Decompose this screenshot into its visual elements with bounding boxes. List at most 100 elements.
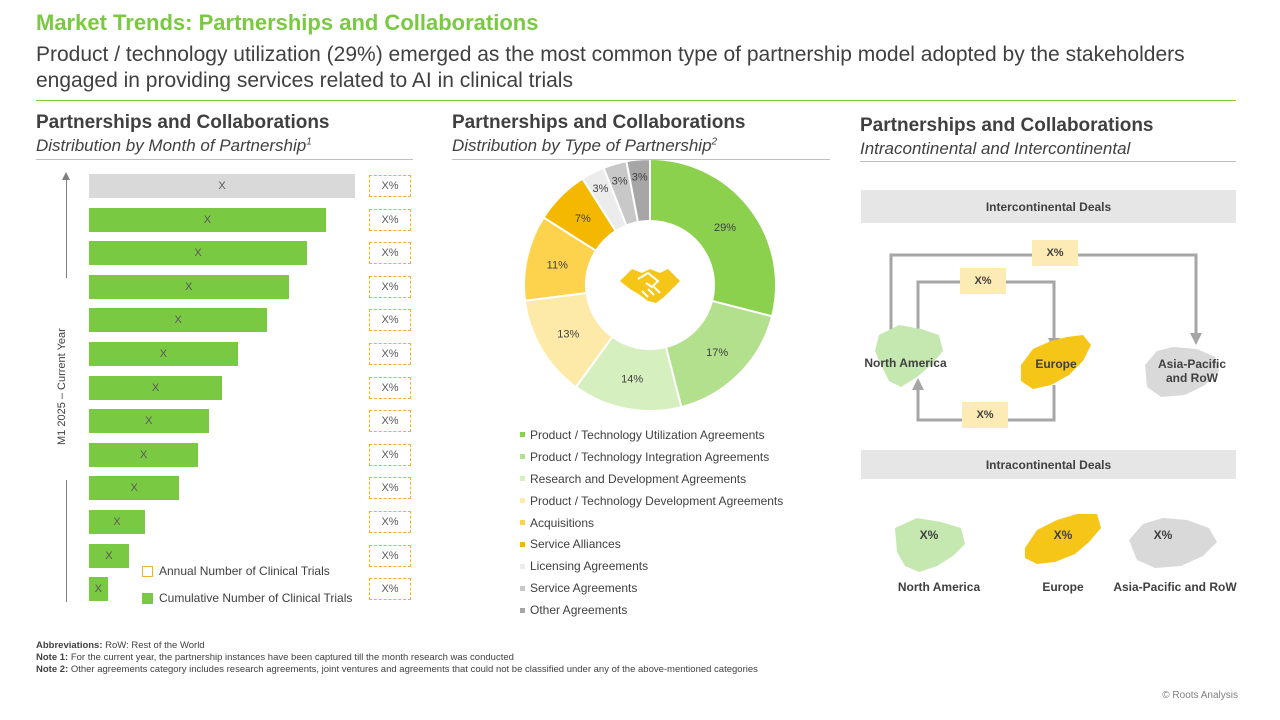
page-title: Market Trends: Partnerships and Collabor… [36,10,539,35]
donut-legend-item: Service Alliances [520,533,783,555]
month-percent-box: X% [369,208,411,231]
y-axis-line-bottom [66,480,67,602]
label-asia-pacific: Asia-Pacific and RoW [1157,357,1227,385]
intra-label-asia-pacific: Asia-Pacific and RoW [1113,580,1237,594]
middle-panel-subtitle: Distribution by Type of Partnership2 [452,136,718,155]
donut-legend-item: Other Agreements [520,599,783,621]
legend-swatch [520,563,525,569]
legend-cumulative-label: Cumulative Number of Clinical Trials [159,591,353,605]
donut-slice-label: 29% [714,222,736,234]
legend-label: Product / Technology Utilization Agreeme… [530,427,765,442]
donut-slice-label: 11% [547,259,568,271]
deal-box-return: X% [962,402,1008,428]
month-bar: X [89,274,289,299]
month-bar: X [89,174,355,198]
donut-slice [649,160,777,318]
axis-arrow-icon [62,172,70,180]
header-divider [36,100,1236,101]
legend-label: Service Agreements [530,581,638,596]
donut-slice [625,160,651,224]
footnote-note-2: Note 2: Other agreements category includ… [36,664,758,675]
handshake-icon [620,269,680,303]
month-percent-box: X% [369,410,411,433]
middle-panel-title: Partnerships and Collaborations [452,112,746,133]
legend-swatch [520,520,525,525]
page-subtitle: Product / technology utilization (29%) e… [36,43,1185,92]
intra-label-north-america: North America [897,580,981,594]
month-percent-box: X% [369,242,411,265]
donut-legend-item: Acquisitions [520,512,783,534]
legend-cumulative: Cumulative Number of Clinical Trials [142,591,352,605]
arrow-north-america-icon [912,378,924,390]
month-percent-box: X% [369,275,411,298]
legend-swatch [520,585,525,591]
legend-cumulative-swatch [142,592,153,604]
legend-swatch [520,541,525,547]
month-bar: X [89,207,326,232]
month-bar: X [89,375,222,400]
donut-slice-label: 3% [632,171,648,183]
legend-swatch [520,476,525,482]
europe-map-icon [1021,335,1091,389]
intercontinental-banner: Intercontinental Deals [861,190,1236,223]
legend-swatch [520,607,525,613]
y-axis-label: M1 2025 – Current Year [56,328,68,445]
month-bar: X [89,241,308,266]
legend-label: Acquisitions [530,515,595,530]
donut-legend-item: Licensing Agreements [520,555,783,577]
donut-legend-item: Product / Technology Integration Agreeme… [520,446,783,468]
footnote-abbreviations: Abbreviations: RoW: Rest of the World [36,640,205,651]
month-percent-box: X% [369,376,411,399]
donut-slice-label: 14% [621,373,643,385]
donut-slice-label: 3% [612,175,628,187]
legend-label: Research and Development Agreements [530,471,747,486]
legend-label: Product / Technology Development Agreeme… [530,493,784,508]
donut-legend-item: Product / Technology Development Agreeme… [520,490,783,512]
donut-legend: Product / Technology Utilization Agreeme… [520,424,783,621]
intracontinental-maps [895,514,1217,572]
intra-north-america-map-icon [895,518,965,572]
month-bar: X [89,476,180,501]
donut-legend-item: Research and Development Agreements [520,468,783,490]
donut-slice-label: 7% [575,213,591,225]
arrow-asia-icon [1190,333,1202,345]
month-percent-box: X% [369,309,411,332]
footnote-note-1: Note 1: For the current year, the partne… [36,652,514,663]
donut-slice-label: 17% [706,347,728,359]
month-percent-box: X% [369,578,411,601]
donut-legend-item: Service Agreements [520,577,783,599]
left-panel-subtitle: Distribution by Month of Partnership1 [36,136,312,155]
legend-swatch [520,432,525,438]
month-bar: X [89,577,108,602]
donut-slice-label: 3% [593,183,609,195]
intercontinental-map [875,253,1219,422]
legend-label: Service Alliances [530,537,621,552]
legend-annual-swatch [142,565,153,577]
intra-value-asia: X% [1153,528,1173,542]
left-panel-divider [36,159,413,160]
month-bar: X [89,510,145,534]
month-percent-box: X% [369,477,411,500]
donut-slice-label: 13% [557,328,579,340]
right-panel-divider [860,161,1236,162]
month-bar: X [89,543,129,568]
north-america-map-icon [875,325,943,387]
right-panel-title: Partnerships and Collaborations [860,115,1154,136]
right-panel-subtitle: Intracontinental and Intercontinental [860,139,1131,158]
legend-label: Licensing Agreements [530,559,649,574]
copyright: © Roots Analysis [1162,690,1238,701]
month-percent-box: X% [369,443,411,466]
y-axis-line-top [66,178,67,278]
deal-box-europe: X% [960,268,1006,294]
month-percent-box: X% [369,175,411,197]
month-percent-box: X% [369,343,411,365]
month-percent-box: X% [369,511,411,533]
partnership-type-donut: 29%17%14%13%11%7%3%3% 3% [523,160,777,412]
intra-europe-map-icon [1025,514,1101,564]
legend-label: Product / Technology Integration Agreeme… [530,449,770,464]
legend-annual: Annual Number of Clinical Trials [142,564,330,578]
label-europe: Europe [1035,357,1077,371]
label-north-america: North America [864,356,947,370]
intra-label-europe: Europe [1042,580,1084,594]
intra-value-north-america: X% [919,528,939,542]
